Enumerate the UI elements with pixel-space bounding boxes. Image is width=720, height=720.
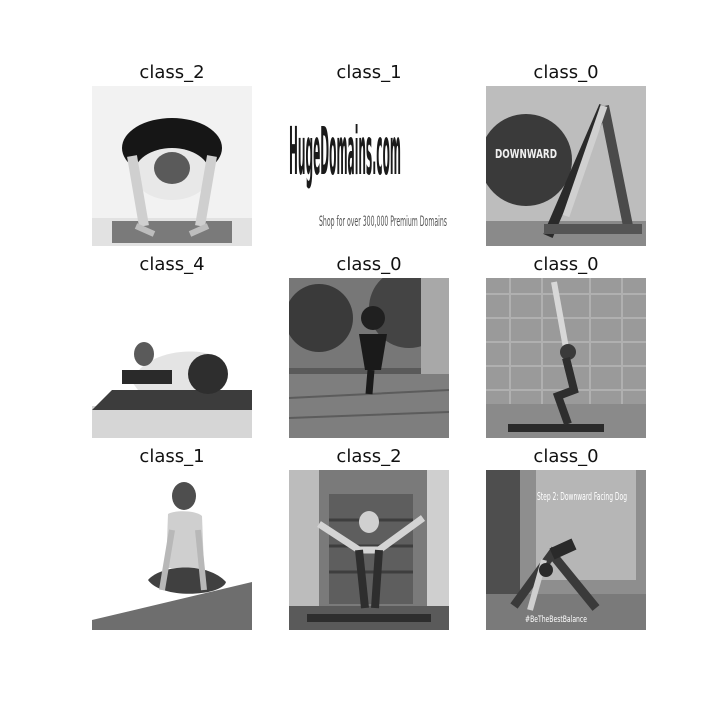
image-tile	[486, 278, 646, 438]
ad-tagline-text: Shop for over 300,000 Premium Domains	[319, 214, 447, 230]
domain-ad-image: HugeDomains.com Shop for over 300,000 Pr…	[289, 86, 449, 246]
tile-title: class_0	[533, 254, 599, 275]
tile-title: class_1	[139, 446, 205, 467]
yoga-wide-leg-image: Step 2: Downward Facing Dog #BeTheBestBa…	[486, 470, 646, 630]
yoga-child-pose-image	[92, 278, 252, 438]
yoga-chair-pose-image	[486, 278, 646, 438]
yoga-crow-pose-image	[92, 86, 252, 246]
tile-title: class_1	[336, 62, 402, 83]
tile-title: class_0	[336, 254, 402, 275]
image-tile	[92, 278, 252, 438]
image-tile	[92, 470, 252, 630]
handle-text: #BeTheBestBalance	[525, 615, 587, 625]
yoga-indoor-image	[289, 470, 449, 630]
image-tile: DOWNWARD	[486, 86, 646, 246]
yoga-seated-pose-image	[92, 470, 252, 630]
tile-title: class_2	[336, 446, 402, 467]
caption-text: Step 2: Downward Facing Dog	[537, 490, 627, 503]
tile-title: class_2	[139, 62, 205, 83]
image-tile: HugeDomains.com Shop for over 300,000 Pr…	[289, 86, 449, 246]
image-tile	[92, 86, 252, 246]
image-tile	[289, 278, 449, 438]
yoga-downward-dog-image: DOWNWARD	[486, 86, 646, 246]
tile-title: class_4	[139, 254, 205, 275]
image-tile: Step 2: Downward Facing Dog #BeTheBestBa…	[486, 470, 646, 630]
badge-text: DOWNWARD	[495, 147, 557, 161]
tile-title: class_0	[533, 62, 599, 83]
image-tile	[289, 470, 449, 630]
ad-brand-text: HugeDomains.com	[289, 113, 401, 190]
yoga-outdoor-image	[289, 278, 449, 438]
tile-title: class_0	[533, 446, 599, 467]
